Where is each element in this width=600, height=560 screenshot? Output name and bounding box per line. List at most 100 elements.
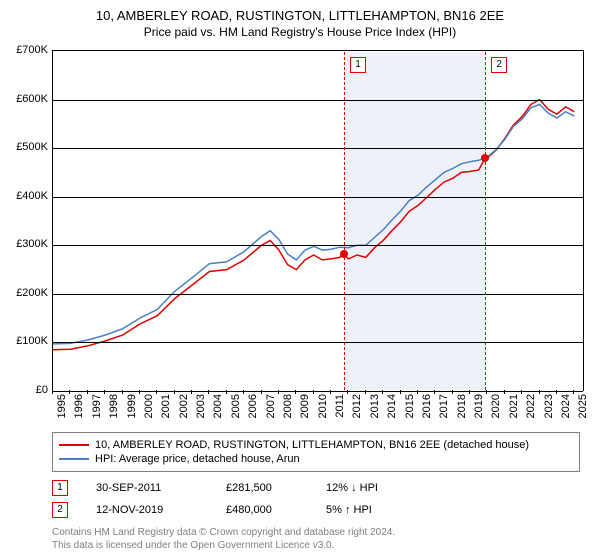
x-tick	[139, 390, 140, 394]
x-tick-label: 1996	[73, 394, 85, 418]
x-tick	[521, 390, 522, 394]
x-tick	[469, 390, 470, 394]
footer-attribution: Contains HM Land Registry data © Crown c…	[52, 526, 395, 552]
y-tick-label: £300K	[16, 238, 48, 250]
x-tick	[208, 390, 209, 394]
x-tick-label: 2005	[230, 394, 242, 418]
x-tick	[539, 390, 540, 394]
y-tick-label: £400K	[16, 190, 48, 202]
sale-dash-line	[485, 52, 486, 390]
x-tick-label: 1997	[91, 394, 103, 418]
x-tick	[122, 390, 123, 394]
sale-pct: 5% ↑ HPI	[326, 504, 426, 516]
x-tick	[174, 390, 175, 394]
x-tick-label: 2025	[577, 394, 589, 418]
x-tick-label: 2013	[369, 394, 381, 418]
x-tick	[313, 390, 314, 394]
x-tick-label: 2020	[490, 394, 502, 418]
line-series-svg	[53, 51, 583, 391]
x-tick-label: 2004	[212, 394, 224, 418]
legend-box: 10, AMBERLEY ROAD, RUSTINGTON, LITTLEHAM…	[52, 432, 580, 472]
y-gridline	[53, 342, 583, 343]
x-tick-label: 2017	[438, 394, 450, 418]
x-tick	[486, 390, 487, 394]
x-tick-label: 2006	[247, 394, 259, 418]
title-line-2: Price paid vs. HM Land Registry's House …	[0, 25, 600, 39]
legend-label: HPI: Average price, detached house, Arun	[95, 453, 300, 465]
legend-row: 10, AMBERLEY ROAD, RUSTINGTON, LITTLEHAM…	[59, 439, 573, 451]
x-tick-label: 2012	[351, 394, 363, 418]
x-tick	[261, 390, 262, 394]
x-tick-label: 2023	[543, 394, 555, 418]
x-tick-label: 2018	[456, 394, 468, 418]
title-line-1: 10, AMBERLEY ROAD, RUSTINGTON, LITTLEHAM…	[0, 8, 600, 23]
title-block: 10, AMBERLEY ROAD, RUSTINGTON, LITTLEHAM…	[0, 0, 600, 43]
x-tick-label: 2016	[421, 394, 433, 418]
sale-dot	[340, 250, 348, 258]
x-tick	[556, 390, 557, 394]
sale-date: 30-SEP-2011	[96, 482, 226, 494]
sale-marker-number: 1	[52, 480, 68, 496]
x-tick	[417, 390, 418, 394]
x-tick-label: 1998	[108, 394, 120, 418]
x-tick	[330, 390, 331, 394]
x-tick-label: 1999	[126, 394, 138, 418]
legend-label: 10, AMBERLEY ROAD, RUSTINGTON, LITTLEHAM…	[95, 439, 529, 451]
footer-line-1: Contains HM Land Registry data © Crown c…	[52, 526, 395, 539]
x-tick-label: 2001	[160, 394, 172, 418]
x-tick	[104, 390, 105, 394]
sales-table: 130-SEP-2011£281,50012% ↓ HPI212-NOV-201…	[52, 474, 426, 524]
x-tick	[382, 390, 383, 394]
y-gridline	[53, 100, 583, 101]
sale-marker-box: 2	[491, 57, 507, 73]
sale-row: 212-NOV-2019£480,0005% ↑ HPI	[52, 502, 426, 518]
y-tick-label: £200K	[16, 287, 48, 299]
legend-swatch	[59, 444, 89, 446]
x-tick-label: 2024	[560, 394, 572, 418]
plot-region: 12	[52, 50, 584, 391]
x-tick-label: 2014	[386, 394, 398, 418]
chart-container: 10, AMBERLEY ROAD, RUSTINGTON, LITTLEHAM…	[0, 0, 600, 560]
x-tick	[87, 390, 88, 394]
y-gridline	[53, 294, 583, 295]
y-tick-label: £100K	[16, 335, 48, 347]
x-tick-label: 2008	[282, 394, 294, 418]
y-tick-label: £700K	[16, 44, 48, 56]
x-tick	[226, 390, 227, 394]
x-tick	[191, 390, 192, 394]
x-tick	[573, 390, 574, 394]
x-tick	[52, 390, 53, 394]
y-gridline	[53, 245, 583, 246]
x-tick-label: 2019	[473, 394, 485, 418]
chart-area: 12 £0£100K£200K£300K£400K£500K£600K£700K…	[52, 50, 582, 390]
series-hpi	[53, 104, 574, 344]
legend-row: HPI: Average price, detached house, Arun	[59, 453, 573, 465]
sale-marker-box: 1	[350, 57, 366, 73]
x-tick-label: 2000	[143, 394, 155, 418]
x-tick	[365, 390, 366, 394]
x-tick-label: 2002	[178, 394, 190, 418]
sale-row: 130-SEP-2011£281,50012% ↓ HPI	[52, 480, 426, 496]
y-gridline	[53, 197, 583, 198]
y-gridline	[53, 148, 583, 149]
x-tick	[156, 390, 157, 394]
x-tick	[347, 390, 348, 394]
x-tick	[69, 390, 70, 394]
x-tick-label: 2021	[508, 394, 520, 418]
x-tick-label: 2007	[265, 394, 277, 418]
sale-date: 12-NOV-2019	[96, 504, 226, 516]
sale-pct: 12% ↓ HPI	[326, 482, 426, 494]
sale-dash-line	[344, 52, 345, 390]
x-tick-label: 2015	[404, 394, 416, 418]
x-tick	[434, 390, 435, 394]
x-tick-label: 1995	[56, 394, 68, 418]
footer-line-2: This data is licensed under the Open Gov…	[52, 539, 395, 552]
x-tick-label: 2009	[299, 394, 311, 418]
y-tick-label: £0	[36, 384, 48, 396]
y-tick-label: £500K	[16, 141, 48, 153]
x-tick-label: 2010	[317, 394, 329, 418]
sale-dot	[481, 154, 489, 162]
x-tick	[452, 390, 453, 394]
y-tick-label: £600K	[16, 93, 48, 105]
x-tick	[504, 390, 505, 394]
